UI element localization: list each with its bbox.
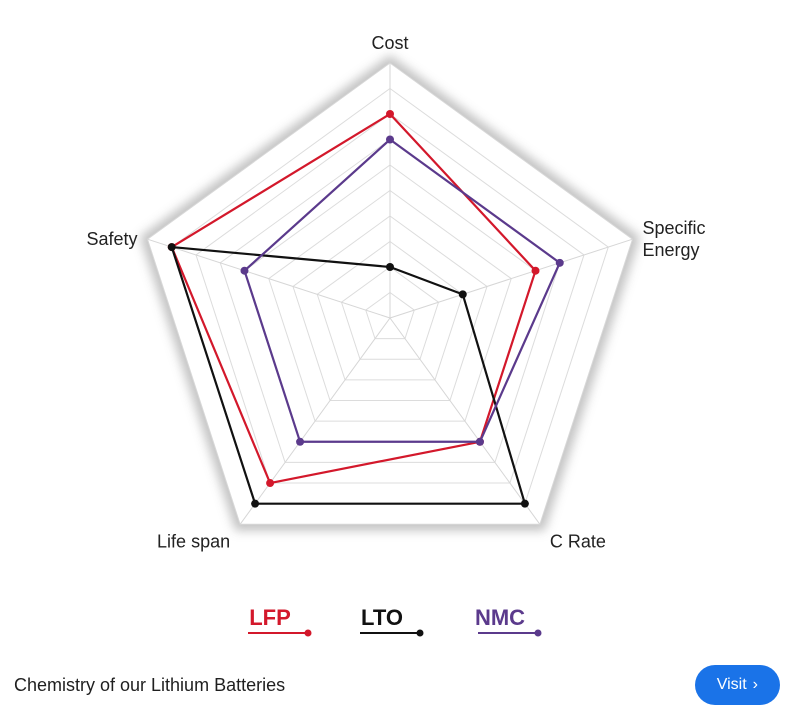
axis-label-specific-energy: Specific Energy <box>643 218 706 260</box>
axis-spoke <box>239 317 391 525</box>
radar-chart: Cost Specific Energy C Rate Life span Safety … <box>86 33 706 637</box>
legend-dot-lto <box>416 629 424 637</box>
legend-label-lfp: LFP <box>249 605 291 630</box>
axis-spoke <box>389 238 633 319</box>
series-lto-line <box>170 245 526 505</box>
series-lto-point <box>386 263 394 271</box>
axis-label-life-span: Life span <box>157 531 230 551</box>
series-lto-point <box>167 243 176 252</box>
series-nmc-point <box>475 437 484 446</box>
axis-label-cost: Cost <box>371 33 408 53</box>
legend-label-lto: LTO <box>361 605 403 630</box>
chevron-right-icon: › <box>752 676 758 693</box>
visit-button[interactable]: Visit › <box>694 665 780 705</box>
axis-spoke <box>147 238 391 319</box>
series-lfp-point <box>266 479 275 488</box>
legend-item-nmc: NMC <box>475 605 542 637</box>
caption-text: Chemistry of our Lithium Batteries <box>14 674 286 695</box>
series-lto-point <box>458 290 467 299</box>
grid-ring <box>316 240 464 381</box>
series-lto-point <box>251 499 260 508</box>
series-nmc-point <box>386 135 394 144</box>
series-nmc-point <box>240 266 249 275</box>
series-lfp-point <box>531 266 540 275</box>
legend-dot-nmc <box>534 629 542 637</box>
grid-ring <box>292 215 488 402</box>
series-lfp-line <box>170 112 537 485</box>
legend-dot-lfp <box>304 629 312 637</box>
axis-label-c-rate: C Rate <box>550 531 606 551</box>
legend-label-nmc: NMC <box>475 605 525 630</box>
grid-ring <box>365 291 415 340</box>
series-nmc-point <box>296 437 305 446</box>
legend-item-lfp: LFP <box>248 605 312 637</box>
series-lto-point <box>520 499 529 508</box>
axis-spoke <box>389 317 541 525</box>
series-lfp-point <box>386 110 394 118</box>
legend-item-lto: LTO <box>360 605 424 637</box>
caption-bar: Chemistry of our Lithium Batteries Visit… <box>0 655 800 715</box>
series-nmc-line <box>243 138 561 443</box>
grid-ring <box>268 189 512 422</box>
grid-ring <box>340 266 440 360</box>
visit-button-label: Visit <box>716 676 747 693</box>
grid-ring <box>195 113 585 484</box>
series-nmc-point <box>555 258 564 267</box>
axis-label-safety: Safety <box>86 229 137 249</box>
